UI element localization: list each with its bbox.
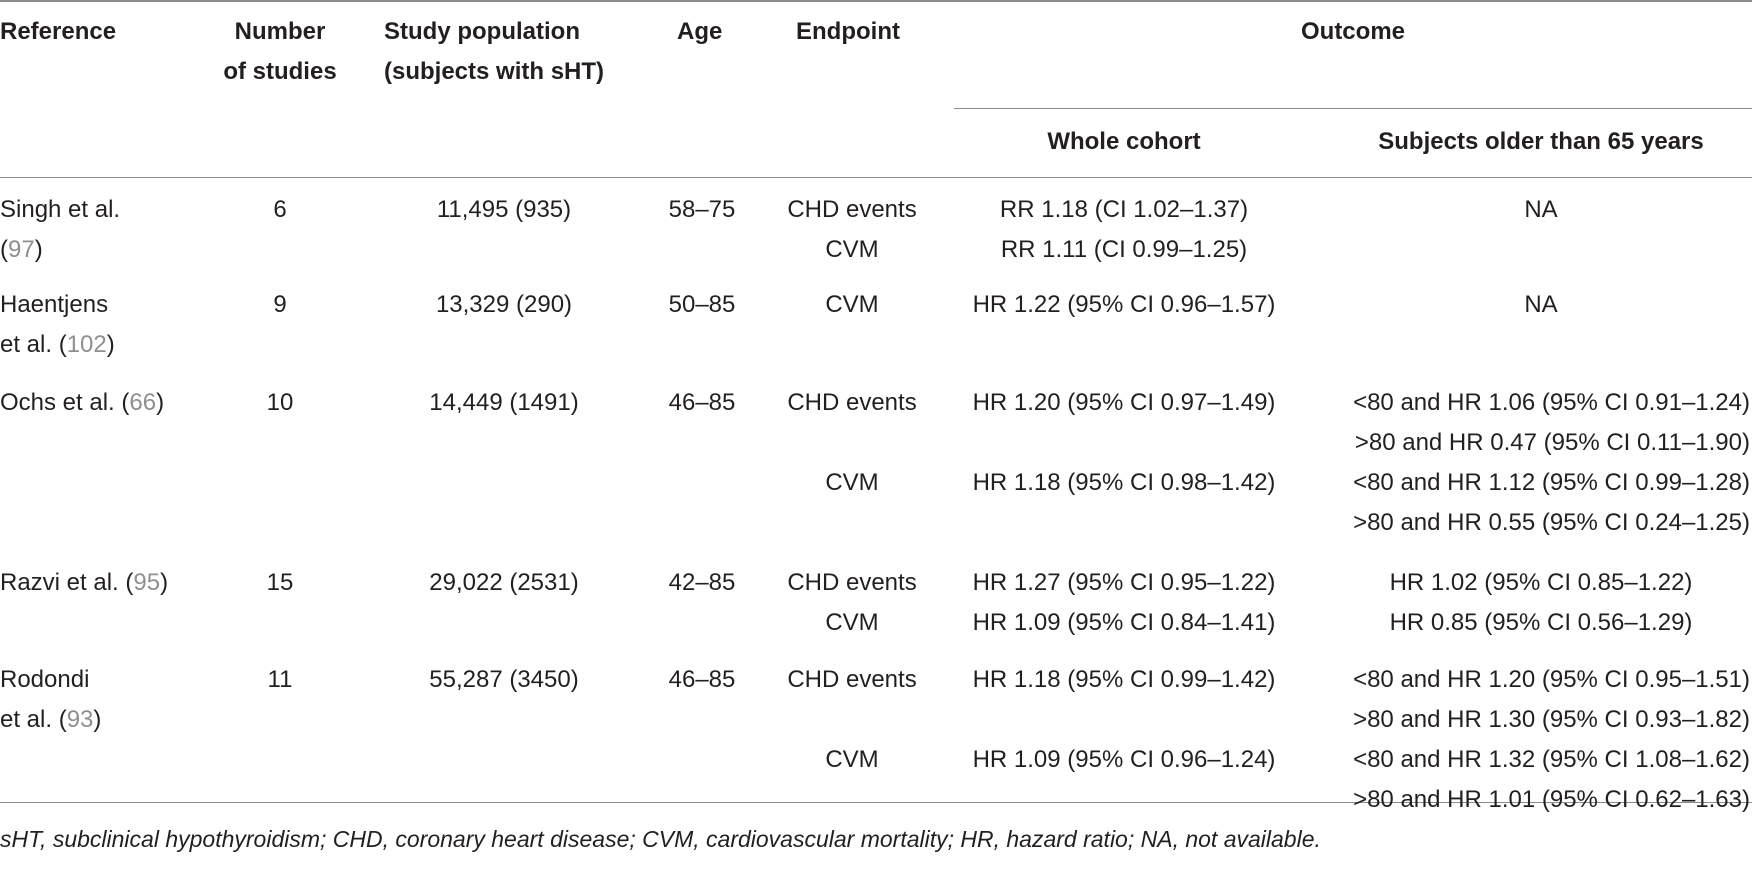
table-bottom-rule — [0, 802, 1752, 803]
citation-link[interactable]: 102 — [66, 331, 107, 358]
population-cell: 55,287 (3450) — [429, 666, 579, 693]
number-cell: 9 — [273, 291, 287, 318]
reference-cell: Razvi et al. (95) — [0, 569, 169, 596]
age-cell: 46–85 — [668, 389, 736, 416]
header-older-than-65: Subjects older than 65 years — [1378, 128, 1704, 155]
header-population-line2: (subjects with sHT) — [384, 58, 605, 85]
older-cell: NA — [1524, 291, 1558, 318]
table-top-rule — [0, 0, 1752, 2]
whole-cohort-cell: RR 1.11 (CI 0.99–1.25) — [1000, 236, 1248, 263]
endpoint-cell: CHD events — [787, 389, 917, 416]
age-cell: 46–85 — [668, 666, 736, 693]
reference-cell-line2: et al. (102) — [0, 331, 115, 358]
older-cell: >80 and HR 0.47 (95% CI 0.11–1.90) — [1354, 429, 1750, 456]
citation-link[interactable]: 93 — [66, 706, 94, 733]
header-reference: Reference — [0, 18, 117, 45]
older-cell: HR 1.02 (95% CI 0.85–1.22) — [1389, 569, 1693, 596]
endpoint-cell: CHD events — [787, 569, 917, 596]
whole-cohort-cell: HR 1.09 (95% CI 0.84–1.41) — [972, 609, 1276, 636]
endpoint-cell: CHD events — [787, 196, 917, 223]
whole-cohort-cell: HR 1.18 (95% CI 0.99–1.42) — [972, 666, 1276, 693]
number-cell: 10 — [266, 389, 294, 416]
population-cell: 14,449 (1491) — [429, 389, 579, 416]
reference-cell-line2: et al. (93) — [0, 706, 102, 733]
population-cell: 13,329 (290) — [435, 291, 573, 318]
header-number-line2: of studies — [223, 58, 337, 85]
population-cell: 11,495 (935) — [436, 196, 572, 223]
citation-link[interactable]: 95 — [133, 569, 161, 596]
number-cell: 15 — [266, 569, 294, 596]
whole-cohort-cell: RR 1.18 (CI 1.02–1.37) — [999, 196, 1249, 223]
header-population-line1: Study population — [384, 18, 580, 45]
table-footnote: sHT, subclinical hypothyroidism; CHD, co… — [0, 826, 1321, 852]
number-cell: 11 — [267, 666, 293, 693]
whole-cohort-cell: HR 1.27 (95% CI 0.95–1.22) — [972, 569, 1276, 596]
older-cell: <80 and HR 1.20 (95% CI 0.95–1.51) — [1353, 666, 1750, 693]
older-cell: NA — [1524, 196, 1558, 223]
header-outcome: Outcome — [1300, 18, 1405, 45]
age-cell: 42–85 — [668, 569, 736, 596]
older-cell: HR 0.85 (95% CI 0.56–1.29) — [1389, 609, 1693, 636]
header-bottom-rule — [0, 177, 1752, 178]
older-cell: >80 and HR 1.01 (95% CI 0.62–1.63) — [1353, 786, 1750, 813]
endpoint-cell: CVM — [825, 469, 879, 496]
older-cell: <80 and HR 1.06 (95% CI 0.91–1.24) — [1353, 389, 1750, 416]
reference-cell: Haentjens — [0, 291, 109, 318]
whole-cohort-cell: HR 1.20 (95% CI 0.97–1.49) — [972, 389, 1276, 416]
older-cell: <80 and HR 1.12 (95% CI 0.99–1.28) — [1353, 469, 1750, 496]
header-whole-cohort: Whole cohort — [1047, 128, 1201, 155]
reference-cell: Singh et al. — [0, 196, 121, 223]
whole-cohort-cell: HR 1.22 (95% CI 0.96–1.57) — [972, 291, 1276, 318]
number-cell: 6 — [273, 196, 287, 223]
header-endpoint: Endpoint — [796, 18, 900, 45]
endpoint-cell: CVM — [825, 236, 879, 263]
reference-cell-line2: (97) — [0, 236, 43, 263]
outcome-spanner-rule — [954, 108, 1752, 109]
endpoint-cell: CVM — [825, 609, 879, 636]
endpoint-cell: CHD events — [787, 666, 917, 693]
population-cell: 29,022 (2531) — [429, 569, 579, 596]
older-cell: >80 and HR 0.55 (95% CI 0.24–1.25) — [1353, 509, 1750, 536]
age-cell: 50–85 — [668, 291, 736, 318]
endpoint-cell: CVM — [825, 746, 879, 773]
reference-cell: Rodondi — [0, 666, 90, 693]
endpoint-cell: CVM — [825, 291, 879, 318]
citation-link[interactable]: 97 — [8, 236, 35, 263]
older-cell: >80 and HR 1.30 (95% CI 0.93–1.82) — [1353, 706, 1750, 733]
older-cell: <80 and HR 1.32 (95% CI 1.08–1.62) — [1353, 746, 1750, 773]
reference-cell: Ochs et al. (66) — [0, 389, 165, 416]
header-number-line1: Number — [234, 18, 326, 45]
citation-link[interactable]: 66 — [129, 389, 157, 416]
age-cell: 58–75 — [668, 196, 736, 223]
whole-cohort-cell: HR 1.18 (95% CI 0.98–1.42) — [972, 469, 1276, 496]
header-age: Age — [677, 18, 723, 45]
whole-cohort-cell: HR 1.09 (95% CI 0.96–1.24) — [972, 746, 1276, 773]
